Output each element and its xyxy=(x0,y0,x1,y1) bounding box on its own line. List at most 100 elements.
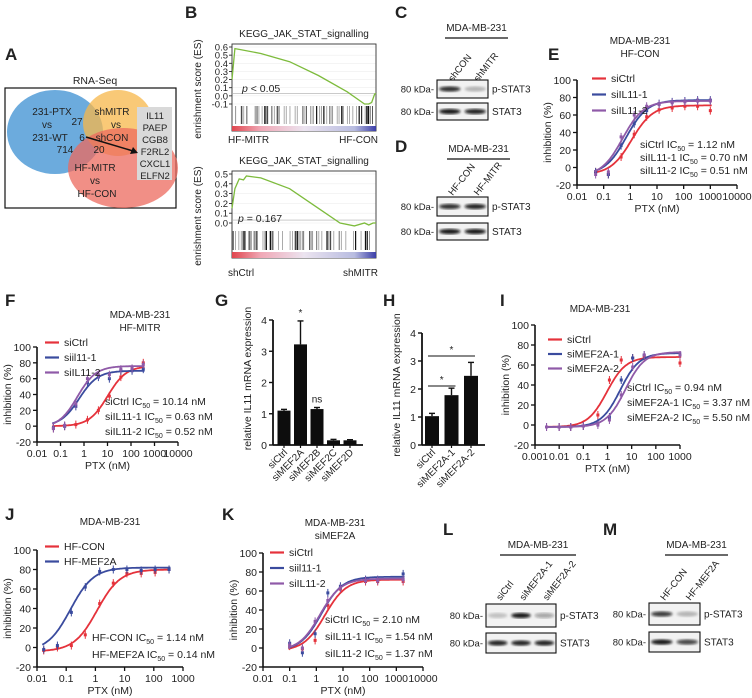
gsea-title: KEGG_JAK_STAT_signalling xyxy=(239,156,369,167)
p-value-text: p < 0.05 xyxy=(241,83,280,95)
data-point xyxy=(288,643,292,647)
ic50-value: 0.63 xyxy=(175,411,196,423)
equals: = xyxy=(154,632,166,644)
y-tick-label: 0.2 xyxy=(215,75,228,86)
data-point xyxy=(619,135,623,139)
legend-label: siCtrl xyxy=(64,337,88,349)
data-point xyxy=(708,99,712,103)
ic50-value: 0.52 xyxy=(175,426,196,438)
panel-label-h: H xyxy=(383,291,395,310)
ic50-unit: nM xyxy=(405,614,420,626)
x-tick-label: 10 xyxy=(337,673,349,685)
y-tick-label: 4 xyxy=(261,315,267,327)
x-axis-label: PTX (nM) xyxy=(635,203,680,215)
ic50-symbol: IC xyxy=(145,411,156,423)
protein-label: STAT3 xyxy=(492,227,522,238)
ic50-symbol: IC xyxy=(682,397,693,409)
series-siIL11-2 xyxy=(593,97,712,179)
dose-response-chart-e: MDA-MB-231 HF-CON -20 0 20 40 60 80 100 0.01 0.1 1 1… xyxy=(542,36,752,215)
panel-label-a: A xyxy=(5,45,17,64)
x-tick-label: 0.1 xyxy=(596,191,611,203)
panel-label-b: B xyxy=(185,3,197,22)
venn-set-label: HF-MITR xyxy=(74,163,115,174)
y-tick-label: 40 xyxy=(245,605,257,617)
protein-band xyxy=(464,228,486,235)
arrow-line xyxy=(85,136,134,152)
data-point xyxy=(313,638,317,642)
ic50-series-name: siIL11-1 xyxy=(640,152,677,164)
x-tick-label: 1 xyxy=(313,673,319,685)
y-tick-label: 20 xyxy=(559,145,571,157)
data-point xyxy=(696,104,700,108)
legend-label: HF-MEF2A xyxy=(64,556,117,568)
venn-frame xyxy=(4,87,177,209)
y-tick-label: -20 xyxy=(556,180,571,192)
ic50-annotation: siIL11-1 IC50 = 0.63 nM xyxy=(105,411,213,425)
y-tick-label: 0 xyxy=(251,643,257,655)
venn-count-shmitr_hfmitr: 20 xyxy=(93,145,105,156)
significance-label: * xyxy=(299,308,303,319)
ic50-symbol: IC xyxy=(682,412,693,424)
x-tick-label: 0.1 xyxy=(53,448,68,460)
p-symbol: p xyxy=(241,83,248,95)
ic50-series-name: siMEF2A-1 xyxy=(627,397,679,409)
fit-curve xyxy=(288,577,405,649)
protein-band xyxy=(487,612,508,619)
rank-gradient xyxy=(232,126,376,131)
molecular-weight-marker: 80 kDa- xyxy=(450,611,483,622)
y-tick-label: 0 xyxy=(261,440,267,452)
gsea-plot-1: KEGG_JAK_STAT_signalling0.60.50.40.30.20… xyxy=(193,29,378,146)
data-point xyxy=(678,361,682,365)
protein-label: p-STAT3 xyxy=(704,610,743,621)
data-point xyxy=(51,427,55,431)
gene-name: CXCL1 xyxy=(140,159,171,170)
y-tick-label: 2 xyxy=(410,384,416,396)
x-tick-label: 0.01 xyxy=(27,673,48,685)
x-tick-label: 0.1 xyxy=(59,673,74,685)
venn-count-ptx_hfmitr: 714 xyxy=(57,145,74,156)
y-tick-label: 80 xyxy=(245,567,257,579)
data-point xyxy=(139,568,143,572)
data-point xyxy=(632,122,636,126)
y-tick-label: 20 xyxy=(19,405,31,417)
data-point xyxy=(55,644,59,648)
dose-response-chart-f: MDA-MB-231 HF-MITR -20 0 20 40 60 80 100 0.01 0.1 1… xyxy=(2,310,213,472)
data-point xyxy=(85,418,89,422)
data-point xyxy=(141,362,145,366)
data-point xyxy=(85,377,89,381)
dose-response-chart-i: MDA-MB-231 -20 0 20 40 60 80 100 0.001 0.01 0.1 1 10… xyxy=(500,304,750,475)
y-tick-label: 0.2 xyxy=(215,199,228,210)
y-tick-label: 40 xyxy=(19,390,31,402)
blot-membrane xyxy=(436,196,489,217)
protein-band xyxy=(439,203,461,210)
ic50-annotation: siMEF2A-2 IC50 = 5.50 nM xyxy=(627,412,750,426)
protein-band xyxy=(651,611,673,617)
y-tick-label: 80 xyxy=(559,93,571,105)
data-point xyxy=(645,109,649,113)
x-tick-label: 1 xyxy=(81,448,87,460)
x-tick-label: 0.01 xyxy=(549,451,570,463)
protein-band xyxy=(511,640,531,646)
blot-cell-line-title: MDA-MB-231 xyxy=(508,540,569,551)
legend-label: siCtrl xyxy=(567,334,591,346)
y-tick-label: 0 xyxy=(25,643,31,655)
data-point xyxy=(670,101,674,105)
panel-label-i: I xyxy=(500,291,505,310)
y-tick-label: 80 xyxy=(19,358,31,370)
data-point xyxy=(619,378,623,382)
data-point xyxy=(326,603,330,607)
equals: = xyxy=(383,648,395,660)
ic50-subscript: 50 xyxy=(664,389,672,396)
data-point xyxy=(632,113,636,117)
x-tick-label: 0.01 xyxy=(567,191,588,203)
ic50-symbol: IC xyxy=(667,139,678,151)
data-point xyxy=(631,365,635,369)
data-point xyxy=(167,568,171,571)
data-point xyxy=(645,115,649,119)
ic50-annotation: HF-CON IC50 = 1.14 nM xyxy=(92,632,204,646)
protein-band xyxy=(676,639,698,645)
ic50-subscript: 50 xyxy=(142,403,150,410)
